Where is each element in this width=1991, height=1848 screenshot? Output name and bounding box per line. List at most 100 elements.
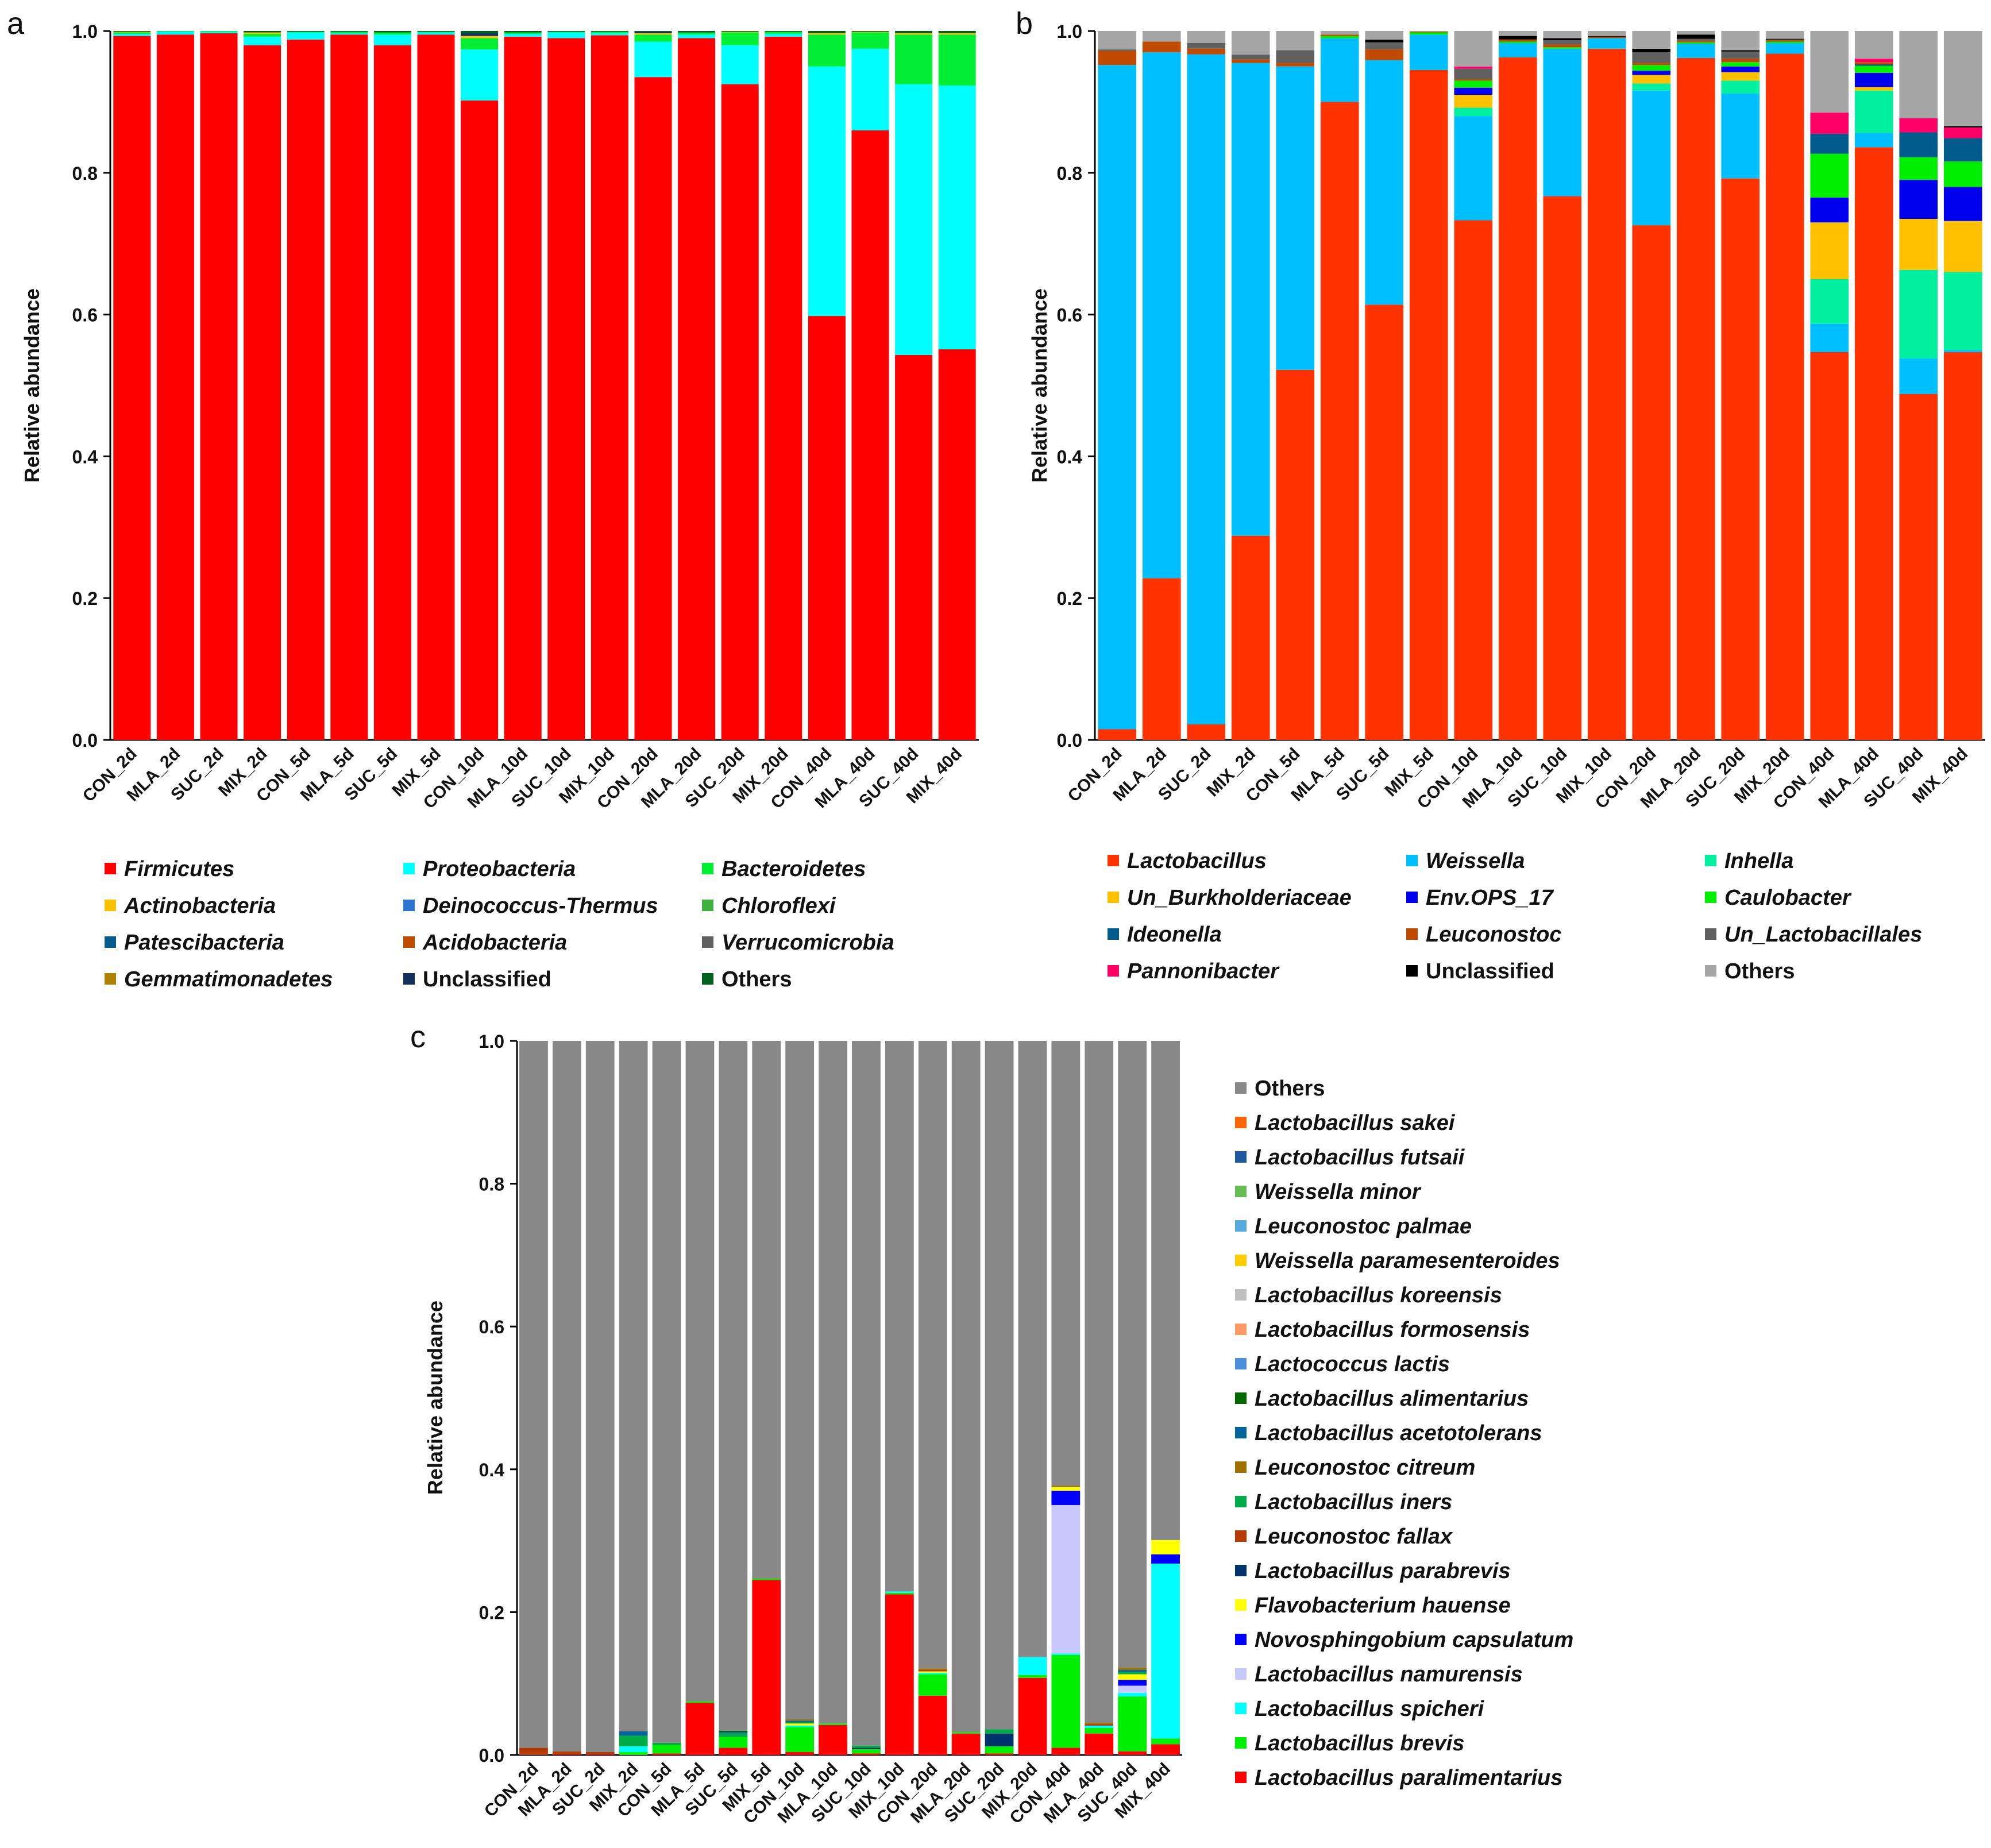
- bar-segment: [1151, 1041, 1180, 1540]
- bar-segment: [1721, 59, 1760, 63]
- bar-segment: [851, 31, 889, 32]
- bar-segment: [1051, 1491, 1081, 1505]
- bar-segment: [1098, 51, 1137, 65]
- legend-label: Flavobacterium hauense: [1255, 1594, 1511, 1618]
- bar-segment: [719, 1732, 748, 1734]
- bar-segment: [1943, 127, 1982, 138]
- bar-segment: [1454, 68, 1493, 79]
- bar-segment: [1098, 729, 1137, 740]
- bar-segment: [504, 33, 542, 37]
- y-tick-label: 0.4: [479, 1460, 505, 1480]
- legend-swatch: [1235, 1185, 1247, 1197]
- bar-segment: [1676, 57, 1715, 740]
- bar-segment: [938, 33, 976, 35]
- legend-item: Weissella paramesenteroides: [1235, 1248, 1560, 1274]
- bar-segment: [591, 33, 628, 36]
- bar-segment: [1320, 36, 1359, 38]
- bar-segment: [1543, 196, 1582, 740]
- legend-label: Weissella minor: [1255, 1180, 1421, 1204]
- bar-segment: [1151, 1554, 1180, 1564]
- bar-segment: [1899, 132, 1938, 157]
- bar-segment: [852, 1749, 881, 1754]
- bar-segment: [885, 1041, 914, 1592]
- bar-segment: [1118, 1674, 1147, 1680]
- bar-segment: [1118, 1041, 1147, 1668]
- bar-segment: [1676, 41, 1715, 43]
- y-tick-label: 1.0: [72, 21, 98, 42]
- bar-segment: [1721, 93, 1760, 179]
- bar-segment: [591, 35, 628, 740]
- legend-swatch: [403, 973, 415, 985]
- bar-segment: [1943, 187, 1982, 221]
- bar-segment: [591, 32, 628, 33]
- bar-segment: [785, 1719, 815, 1721]
- bar-segment: [752, 1041, 781, 1579]
- legend-label: Weissella paramesenteroides: [1255, 1249, 1560, 1273]
- bar-segment: [1498, 43, 1537, 57]
- legend-label: Ideonella: [1127, 923, 1222, 947]
- legend-item: Weissella minor: [1235, 1179, 1421, 1205]
- bar-segment: [1320, 34, 1359, 36]
- legend-item: Others: [1235, 1075, 1325, 1102]
- bar-segment: [819, 1041, 847, 1724]
- bar-segment: [585, 1752, 615, 1754]
- legend-swatch: [1108, 854, 1119, 866]
- bar-segment: [808, 34, 846, 67]
- bar-segment: [785, 1727, 815, 1753]
- legend-item: Unclassified: [403, 966, 551, 993]
- legend-label: Lactobacillus formosensis: [1255, 1318, 1530, 1342]
- bar-segment: [1118, 1751, 1147, 1755]
- bar-segment: [1051, 1653, 1081, 1655]
- bar-segment: [1085, 1727, 1114, 1734]
- legend-swatch: [1235, 1461, 1247, 1473]
- y-tick-label: 0.4: [72, 446, 98, 467]
- bar-segment: [765, 33, 802, 37]
- bar-segment: [1676, 34, 1715, 39]
- bar-segment: [1118, 1668, 1147, 1670]
- bar-segment: [1098, 31, 1137, 50]
- legend-label: Gemmatimonadetes: [124, 967, 333, 991]
- bar-segment: [1676, 38, 1715, 41]
- legend-label: Lactobacillus brevis: [1255, 1731, 1465, 1756]
- bar-segment: [1187, 724, 1226, 740]
- legend-label: Lactobacillus parabrevis: [1255, 1559, 1511, 1583]
- bar-segment: [1810, 352, 1849, 740]
- bar-segment: [885, 1592, 914, 1595]
- bar-segment: [1676, 42, 1715, 44]
- legend-label: Lactobacillus futsaii: [1255, 1145, 1465, 1170]
- bar-segment: [1409, 32, 1448, 35]
- legend-item: Others: [1705, 958, 1795, 985]
- bar-segment: [330, 32, 368, 33]
- bar-segment: [1854, 90, 1893, 133]
- bar-segment: [1276, 31, 1315, 51]
- legend-label: Chloroflexi: [721, 894, 836, 918]
- bar-segment: [1085, 1733, 1114, 1755]
- legend-label: Leuconostoc: [1426, 923, 1562, 947]
- bar-segment: [785, 1041, 815, 1719]
- legend-label: Others: [1255, 1077, 1325, 1101]
- bar-segment: [200, 33, 238, 740]
- bar-segment: [719, 1737, 748, 1748]
- bar-segment: [1051, 1654, 1081, 1748]
- bar-segment: [1365, 39, 1404, 43]
- bar-segment: [1142, 52, 1181, 578]
- bar-segment: [1943, 352, 1982, 740]
- y-axis-label: Relative abundance: [20, 288, 44, 483]
- legend-swatch: [1406, 854, 1418, 866]
- bar-segment: [1810, 31, 1849, 113]
- legend-item: Leuconostoc citreum: [1235, 1455, 1475, 1481]
- bar-segment: [1498, 31, 1537, 36]
- legend-label: Lactobacillus paralimentarius: [1255, 1766, 1563, 1790]
- bar-segment: [244, 36, 281, 45]
- legend-item: Un_Lactobacillales: [1705, 921, 1922, 948]
- panel-letter-a: a: [7, 6, 25, 41]
- legend-label: Un_Burkholderiaceae: [1127, 886, 1352, 910]
- legend-label: Patescibacteria: [124, 931, 284, 955]
- bar-segment: [1142, 41, 1181, 53]
- legend-swatch: [403, 862, 415, 874]
- bar-segment: [552, 1041, 581, 1751]
- legend-label: Lactobacillus: [1127, 849, 1267, 873]
- bar-segment: [1051, 1747, 1081, 1755]
- bar-segment: [1365, 42, 1404, 50]
- legend-item: Lactobacillus: [1108, 848, 1267, 874]
